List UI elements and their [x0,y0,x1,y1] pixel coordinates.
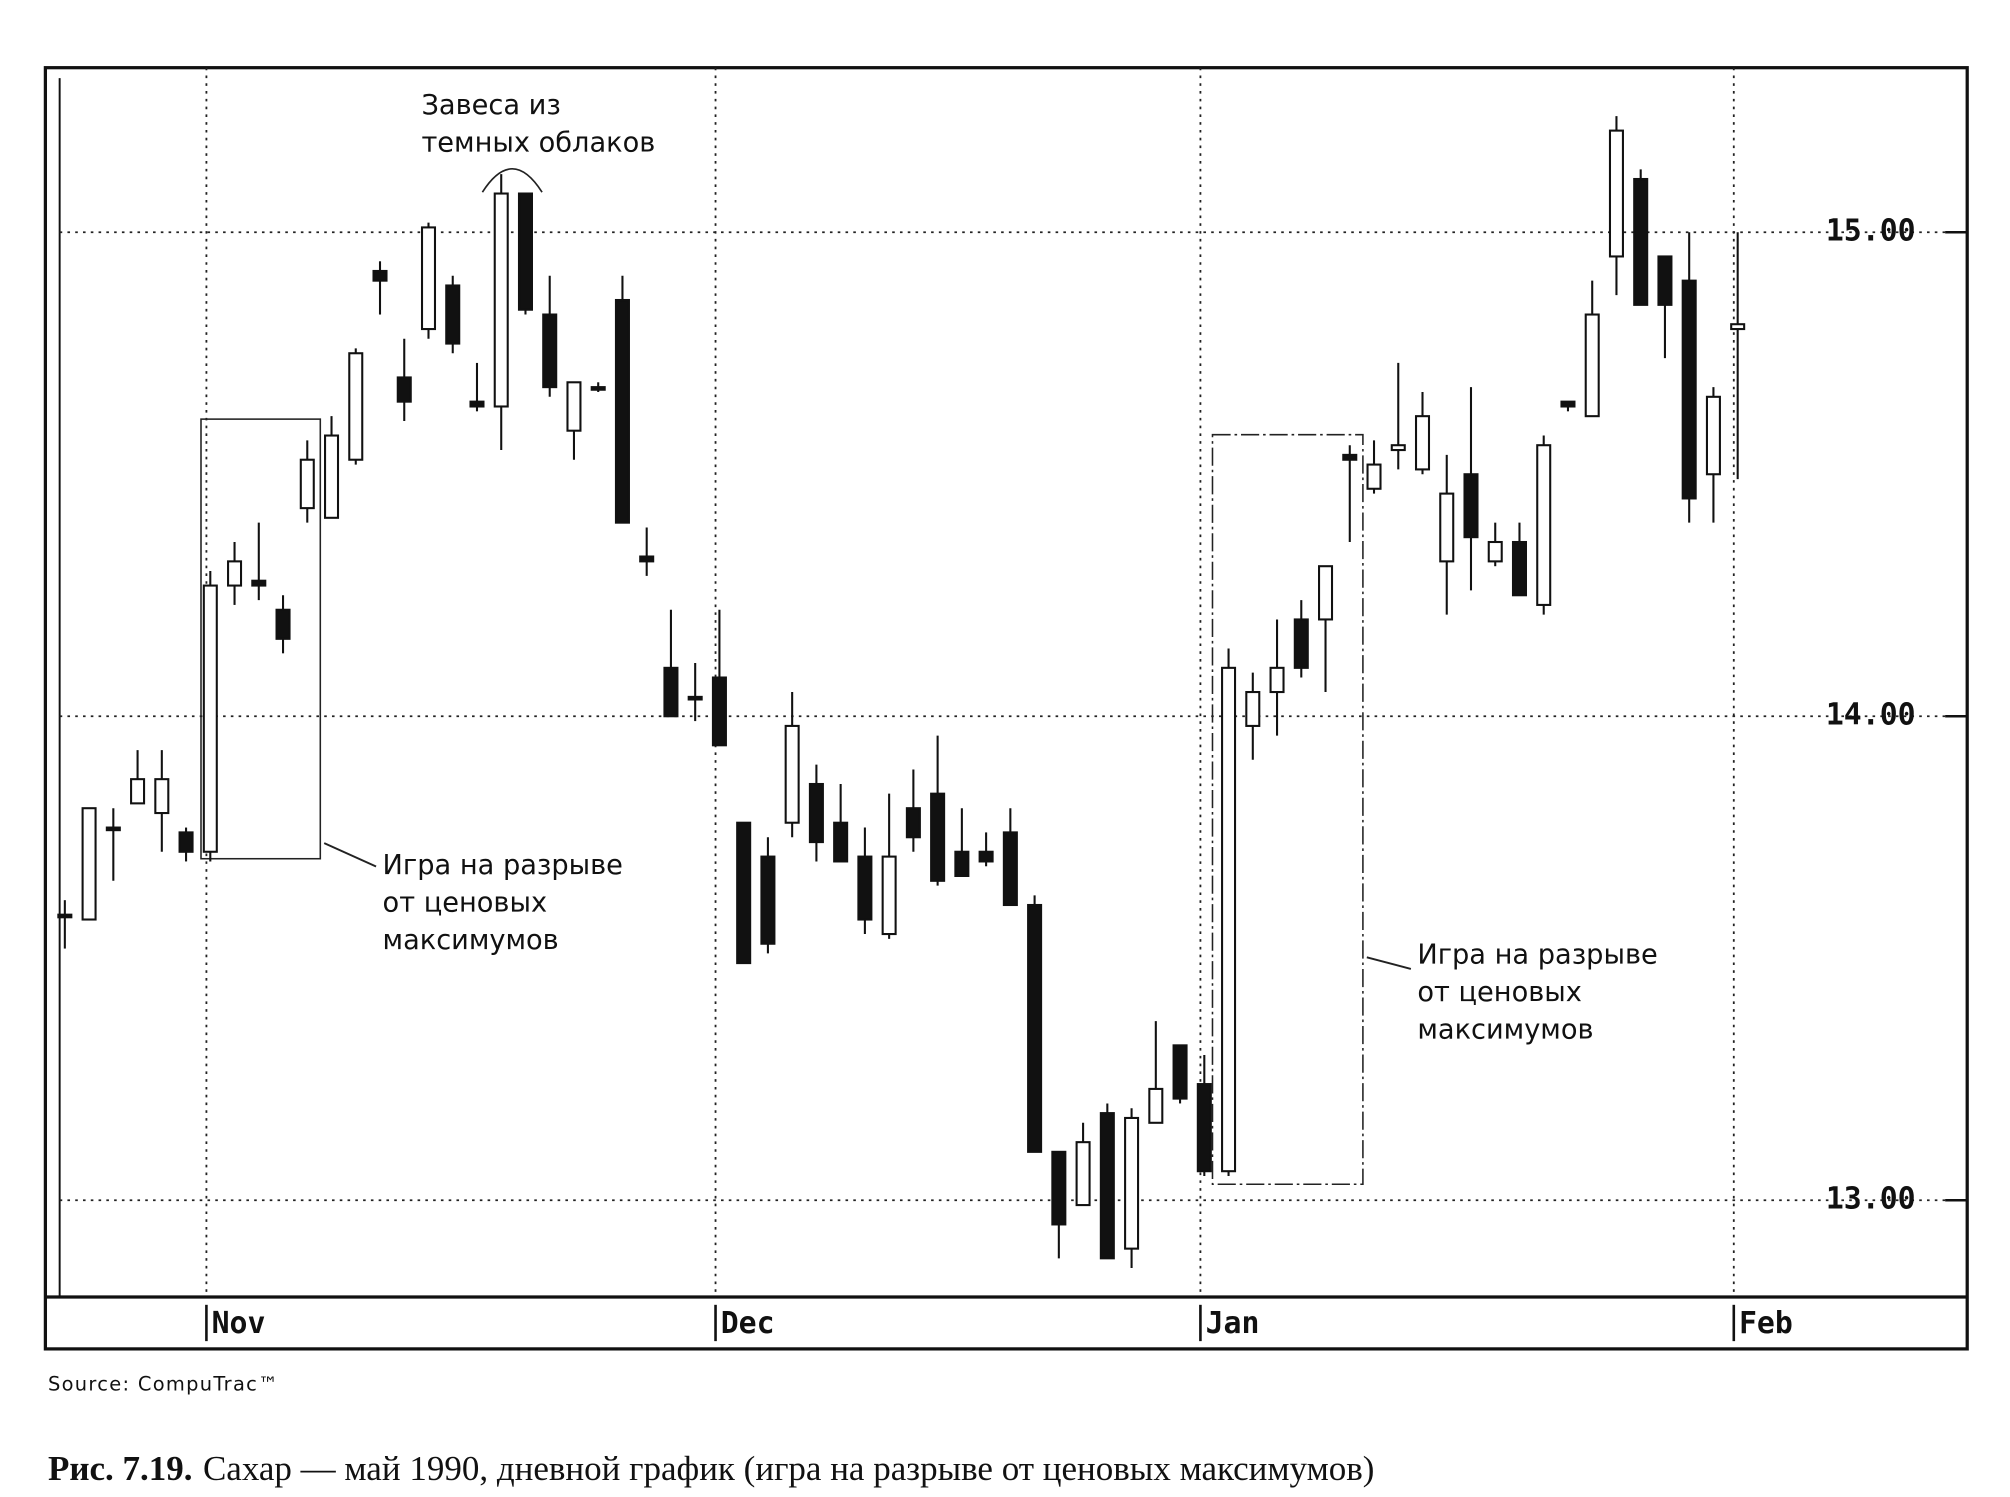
candle-body [275,608,291,640]
candle-body [178,831,194,853]
pattern-arc [481,168,543,193]
gap-box [200,418,322,860]
candle-body [57,913,73,919]
y-tick-label: 15.00 [1826,214,1916,249]
annotation: Завеса из [421,90,560,121]
candle-body [542,313,558,389]
candle-body [954,850,970,877]
frame [43,66,1969,1351]
candle-body [1245,691,1261,727]
gap-box [1211,433,1364,1185]
candle-body [1463,473,1479,539]
candle-body [517,192,533,311]
candle-body [687,695,703,701]
candle-body [1269,666,1285,694]
candle-body [202,584,218,853]
candle-body [760,855,776,945]
candle-body [1221,666,1237,1173]
candle-body [1584,313,1600,418]
candle-body [1414,415,1431,471]
candle-body [348,352,364,461]
arrow [1366,956,1412,970]
candle-body [251,579,267,587]
candle-body [1318,565,1334,621]
candle-body [566,381,582,432]
candle-body [227,560,243,587]
annotation: максимумов [1417,1015,1593,1046]
candle-body [154,778,170,815]
candle-body [1487,540,1503,563]
candle-body [1027,903,1043,1153]
candle-body [1536,444,1552,606]
annotation: от ценовых [383,888,548,919]
candle-body [1560,400,1576,408]
candle-body [445,284,461,345]
candle-body [324,434,340,519]
candle-body [663,666,679,718]
candle-body [590,386,606,391]
candle-body [1124,1116,1140,1250]
candle-body [1390,444,1406,452]
candle-body [1293,618,1309,669]
candle-body [1681,279,1697,500]
arrow [323,842,377,868]
candle-body [905,807,921,839]
x-tick-label: Dec [721,1306,775,1341]
caption-text: Сахар — май 1990, дневной график (игра н… [203,1449,1375,1488]
candle-body [1705,395,1721,476]
annotation: максимумов [383,925,559,956]
candle-body [784,724,800,824]
candle-body [1099,1112,1115,1260]
candle-body [1075,1141,1091,1207]
candle-body [1172,1044,1188,1100]
candle-body [1439,492,1455,563]
caption-label: Рис. 7.19. [48,1449,193,1488]
candle-body [1657,255,1673,306]
candle-body [1633,177,1649,306]
candle-body [1608,129,1624,258]
candle-body [930,792,946,882]
candle-body [614,298,630,524]
annotation: Игра на разрыве [1417,939,1657,970]
candle-body [1002,831,1018,907]
x-tick-label: Feb [1739,1306,1793,1341]
y-tick-label: 14.00 [1826,698,1916,733]
annotation: темных облаков [421,128,655,159]
candle-body [736,821,752,965]
candle-body [808,782,824,844]
candle-body [881,855,897,936]
candle-body [81,807,97,921]
annotation: от ценовых [1417,977,1582,1008]
candle-body [493,192,509,408]
x-tick-label: Nov [212,1306,266,1341]
candle-body [469,400,485,408]
candle-body [1511,540,1528,597]
candle-body [420,226,437,331]
candle-body [857,855,873,921]
candle-body [1051,1150,1067,1226]
candle-body [396,376,412,403]
candle-body [711,676,727,747]
candle-body [1366,463,1382,490]
candle-body [105,826,121,832]
x-tick-label: Jan [1206,1306,1260,1341]
annotation: Игра на разрыве [383,850,623,881]
candle-body [1730,323,1746,331]
candle-body [1148,1087,1164,1124]
caption: Рис. 7.19. Сахар — май 1990, дневной граф… [48,1449,1374,1488]
candle-body [833,821,849,863]
candle-body [1342,453,1358,461]
candle-body [639,555,655,563]
candle-body [372,269,388,282]
source: Source: CompuTrac™ [48,1373,279,1396]
candle-body [1196,1083,1212,1173]
candle-body [299,458,315,510]
candle-body [130,778,146,805]
candle-body [978,850,994,863]
y-tick-label: 13.00 [1826,1182,1916,1217]
